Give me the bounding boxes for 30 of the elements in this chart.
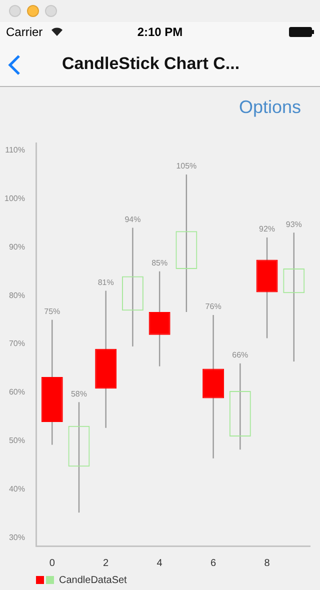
- text: 92%: [259, 224, 276, 234]
- x-tick-label: 4: [156, 558, 163, 569]
- y-tick-label: 80%: [8, 290, 25, 300]
- text: 81%: [98, 278, 114, 287]
- text: 66%: [232, 350, 248, 360]
- text: 94%: [124, 214, 141, 224]
- x-tick-label: 6: [210, 558, 217, 569]
- y-tick-label: 100%: [4, 194, 25, 203]
- y-tick-label: 60%: [8, 388, 25, 397]
- text: Options: [238, 97, 301, 118]
- x-tick-label: 8: [264, 558, 270, 569]
- x-tick-label: 2: [103, 558, 110, 569]
- text: Carrier: [6, 25, 43, 39]
- y-tick-label: 110%: [5, 145, 25, 154]
- x-tick-label: 0: [49, 558, 56, 569]
- chart-title: CandleStick Chart C...: [62, 54, 240, 74]
- text: 2:10 PM: [137, 25, 183, 39]
- text: 105%: [176, 162, 197, 171]
- text: 58%: [70, 389, 87, 398]
- text: 93%: [286, 220, 302, 229]
- candlestick: [148, 270, 170, 367]
- text: 75%: [44, 307, 60, 316]
- y-tick-label: 40%: [8, 484, 25, 494]
- text: 76%: [205, 302, 222, 312]
- y-tick-label: 50%: [8, 436, 25, 446]
- text: 85%: [152, 258, 168, 268]
- y-tick-label: 90%: [8, 242, 25, 252]
- y-tick-label: 30%: [8, 532, 25, 542]
- y-tick-label: 70%: [8, 339, 25, 348]
- legend-label: CandleDataSet: [59, 574, 128, 586]
